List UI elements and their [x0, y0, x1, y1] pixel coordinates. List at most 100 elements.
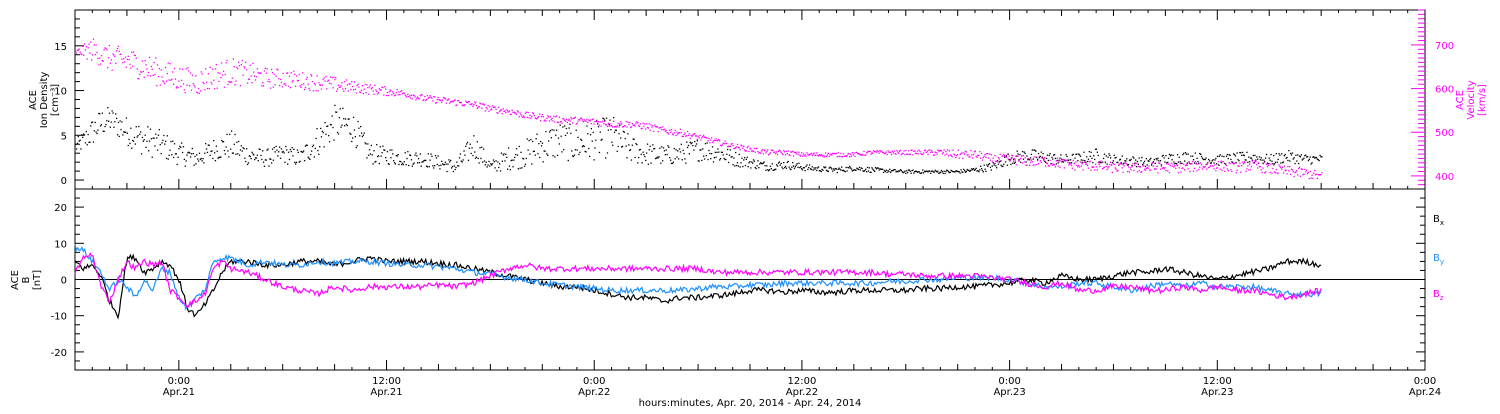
velocity-point [157, 76, 160, 78]
density-point [200, 157, 202, 160]
velocity-point [141, 60, 144, 62]
density-point [1290, 154, 1293, 156]
density-point [210, 150, 212, 153]
density-point [524, 163, 527, 165]
density-point [1025, 161, 1027, 163]
density-point [1026, 155, 1028, 157]
density-point [1149, 159, 1151, 161]
velocity-point [996, 160, 998, 162]
velocity-point [1169, 164, 1171, 167]
velocity-point [526, 116, 528, 118]
density-point [541, 142, 544, 144]
density-point [319, 146, 321, 148]
velocity-point [1106, 168, 1108, 171]
velocity-point [738, 147, 740, 149]
velocity-point [351, 80, 353, 83]
velocity-point [459, 102, 462, 104]
velocity-point [1038, 155, 1041, 157]
velocity-point [817, 154, 819, 157]
velocity-point [491, 105, 494, 107]
velocity-point [988, 153, 991, 155]
density-point [546, 153, 548, 155]
density-point [607, 129, 609, 131]
density-point [214, 160, 217, 162]
density-point [422, 161, 424, 163]
velocity-point [766, 150, 768, 153]
velocity-point [621, 126, 624, 128]
velocity-point [114, 55, 116, 58]
density-point [399, 160, 401, 162]
density-point [858, 168, 860, 171]
density-point [767, 169, 769, 171]
velocity-point [922, 153, 924, 156]
density-point [1041, 156, 1043, 158]
density-point [552, 155, 554, 157]
density-point [209, 154, 211, 157]
density-point [336, 131, 339, 134]
density-point [373, 150, 375, 152]
density-point [506, 156, 508, 158]
density-point [414, 154, 416, 156]
velocity-point [653, 130, 655, 133]
density-point [931, 170, 933, 172]
velocity-point [439, 99, 441, 102]
density-point [403, 161, 405, 163]
density-point [1253, 161, 1255, 164]
velocity-point [469, 103, 471, 105]
velocity-point [882, 151, 884, 154]
velocity-point [379, 89, 381, 91]
velocity-point [1073, 162, 1075, 165]
velocity-point [867, 150, 870, 152]
density-point [461, 161, 463, 163]
velocity-point [1022, 155, 1025, 157]
velocity-point [474, 102, 477, 104]
velocity-point [735, 146, 737, 149]
velocity-point [662, 126, 664, 128]
velocity-point [1173, 166, 1175, 168]
density-point [1022, 158, 1025, 160]
velocity-point [323, 77, 325, 79]
density-point [835, 168, 837, 170]
density-point [1314, 156, 1317, 159]
density-point [539, 156, 541, 159]
density-point [962, 171, 964, 174]
velocity-point [1101, 161, 1103, 163]
density-point [731, 156, 733, 158]
date-tick-label: Apr.21 [370, 387, 402, 398]
density-point [388, 163, 390, 165]
density-point [347, 118, 349, 120]
velocity-point [617, 122, 619, 125]
density-point [572, 155, 574, 157]
velocity-point [1093, 166, 1095, 168]
density-point [585, 151, 587, 153]
density-point [1063, 159, 1065, 161]
velocity-point [1037, 162, 1040, 165]
density-point [1030, 153, 1033, 155]
velocity-point [359, 91, 361, 93]
density-point [957, 170, 959, 173]
velocity-point [1178, 167, 1180, 169]
density-point [645, 159, 647, 162]
velocity-point [409, 95, 411, 97]
velocity-point [1057, 165, 1059, 167]
velocity-point [907, 150, 910, 152]
density-point [427, 153, 429, 155]
density-point [397, 154, 399, 156]
velocity-point [362, 92, 364, 95]
density-point [1254, 154, 1256, 157]
velocity-point [677, 133, 679, 135]
velocity-point [1212, 165, 1214, 167]
density-point [291, 147, 293, 149]
velocity-point [1143, 165, 1145, 167]
velocity-point [752, 150, 755, 152]
velocity-point [349, 83, 351, 85]
velocity-point [497, 112, 499, 114]
velocity-point [315, 89, 317, 92]
velocity-point [897, 151, 899, 153]
velocity-point [1218, 164, 1220, 167]
velocity-point [1102, 168, 1104, 170]
velocity-point [721, 144, 723, 146]
density-point [1214, 159, 1216, 161]
velocity-point [562, 118, 564, 120]
velocity-point [193, 84, 195, 86]
